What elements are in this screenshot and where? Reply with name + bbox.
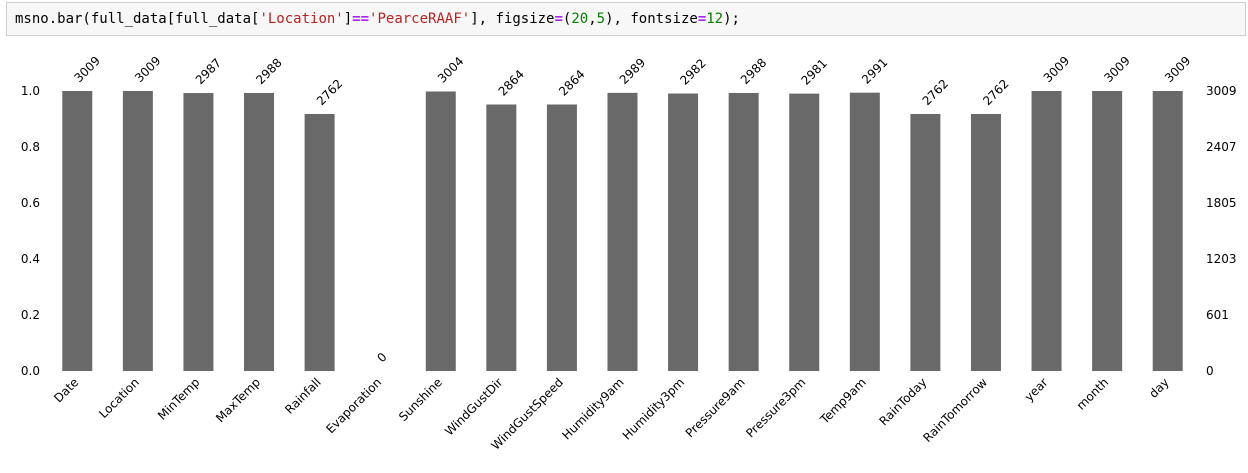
data-label: 2762 (920, 77, 951, 108)
x-tick-label: month (1074, 375, 1111, 412)
code-token: = (554, 11, 563, 27)
data-label: 2762 (314, 77, 345, 108)
code-token: ], figsize (470, 11, 555, 27)
code-token: ( (562, 11, 572, 27)
bar-MinTemp (183, 93, 214, 372)
bar-Humidity9am (607, 92, 638, 371)
data-label: 0 (374, 350, 389, 365)
code-token: 5 (596, 11, 606, 27)
bar-month (1092, 91, 1123, 371)
data-label: 3009 (72, 54, 103, 85)
left-axis-tick: 0.6 (21, 196, 40, 210)
x-tick-label: Location (96, 375, 142, 421)
data-label: 2864 (496, 67, 527, 98)
right-axis-tick: 1805 (1206, 196, 1237, 210)
data-label: 3009 (1101, 54, 1132, 85)
bar-Date (62, 91, 93, 371)
x-tick-label: Date (51, 375, 81, 405)
x-tick-label: RainTomorrow (920, 375, 990, 445)
x-tick-label: Temp9am (817, 375, 869, 427)
bar-year (1031, 91, 1062, 371)
data-label: 2981 (798, 56, 829, 87)
code-token: 'Location' (259, 11, 344, 27)
x-tick-label: day (1146, 375, 1172, 401)
code-token: = (697, 11, 707, 27)
bar-WindGustSpeed (546, 104, 577, 371)
code-cell-input[interactable]: msno.bar(full_data[full_data['Location']… (6, 2, 1246, 36)
x-tick-label: Humidity9am (559, 375, 626, 442)
bar-MaxTemp (244, 92, 275, 371)
data-label: 2989 (617, 55, 648, 86)
bar-day (1152, 91, 1183, 371)
code-token: 20 (571, 11, 589, 27)
left-axis-tick: 0.0 (21, 364, 40, 378)
bar-Temp9am (849, 92, 880, 371)
data-label: 2864 (556, 67, 587, 98)
x-tick-label: Sunshine (396, 375, 445, 424)
missingno-bar-chart: 3009 Date 3009 Location 2987 MinTemp 2988 MaxTe… (21, 54, 1237, 453)
right-axis-tick: 601 (1206, 308, 1229, 322)
x-tick-label: Rainfall (282, 375, 323, 416)
data-label: 2762 (980, 77, 1011, 108)
x-tick-label: MaxTemp (213, 375, 263, 425)
data-label: 2988 (253, 56, 284, 87)
right-axis-tick: 1203 (1206, 252, 1237, 266)
bar-Pressure9am (728, 92, 759, 371)
x-tick-label: WindGustDir (442, 375, 505, 438)
left-axis-tick: 0.4 (21, 252, 40, 266)
bar-Sunshine (425, 91, 456, 371)
code-token: , (588, 11, 597, 27)
x-tick-label: MinTemp (155, 375, 203, 423)
data-label: 3009 (1162, 54, 1193, 85)
x-tick-label: Pressure3pm (743, 375, 808, 440)
x-tick-label: Humidity3pm (620, 375, 687, 442)
data-label: 3004 (435, 54, 466, 85)
data-label: 3009 (1041, 54, 1072, 85)
x-tick-label: Evaporation (323, 375, 384, 436)
data-label: 2987 (193, 56, 224, 87)
bar-Humidity3pm (668, 93, 699, 372)
right-axis-tick: 0 (1206, 364, 1214, 378)
data-label: 2988 (738, 56, 769, 87)
left-axis-tick: 1.0 (21, 84, 40, 98)
left-axis-tick: 0.2 (21, 308, 40, 322)
code-token: ); (723, 11, 740, 27)
bar-RainTomorrow (970, 113, 1001, 372)
bar-WindGustDir (486, 104, 517, 371)
bar-Location (122, 91, 153, 371)
x-tick-label: Pressure9am (683, 375, 748, 440)
code-token: 'PearceRAAF' (369, 11, 471, 27)
code-token: == (352, 11, 370, 27)
left-axis-tick: 0.8 (21, 140, 40, 154)
data-label: 2991 (859, 55, 890, 86)
right-axis-tick: 2407 (1206, 140, 1237, 154)
data-label: 2982 (677, 56, 708, 87)
code-token: 12 (706, 11, 724, 27)
bar-Pressure3pm (789, 93, 820, 371)
data-label: 3009 (132, 54, 163, 85)
code-token: ), fontsize (605, 11, 698, 27)
x-tick-label: RainToday (876, 375, 929, 428)
bar-Rainfall (304, 113, 335, 372)
bar-RainToday (910, 113, 941, 372)
x-tick-label: year (1022, 375, 1051, 404)
code-token: ] (343, 11, 353, 27)
right-axis-tick: 3009 (1206, 84, 1237, 98)
code-token: msno.bar(full_data[full_data[ (15, 11, 260, 27)
